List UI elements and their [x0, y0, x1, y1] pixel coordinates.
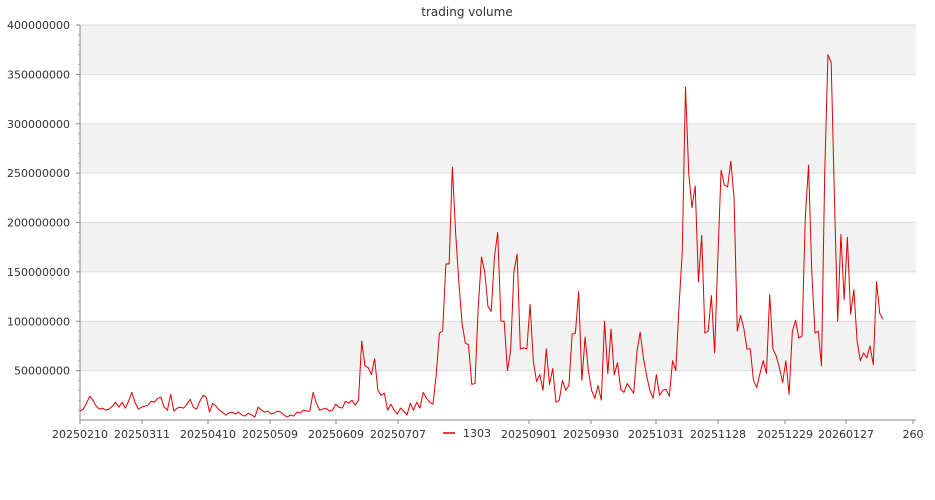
x-tick-label: 20250930 — [563, 428, 619, 441]
x-tick-label: 20250609 — [308, 428, 364, 441]
x-tick-label: 20251031 — [628, 428, 684, 441]
x-tick-label: 20251128 — [690, 428, 746, 441]
x-tick-label: 20250901 — [501, 428, 557, 441]
x-tick-label: 20250410 — [180, 428, 236, 441]
x-axis-ticks: 20250210 20250311 20250410 20250509 20250609… — [52, 420, 924, 441]
x-tick-label: 20250509 — [242, 428, 298, 441]
x-tick-label: 260 — [903, 428, 924, 441]
y-tick-label: 100000000 — [7, 315, 70, 328]
x-tick-label: 20250707 — [370, 428, 426, 441]
y-tick-label: 50000000 — [14, 365, 70, 378]
legend-label: 1303 — [463, 427, 491, 440]
x-tick-label: 20250311 — [114, 428, 170, 441]
series-line-1303 — [79, 54, 884, 418]
plot-band — [80, 321, 916, 371]
y-tick-label: 250000000 — [7, 167, 70, 180]
y-tick-label: 200000000 — [7, 217, 70, 230]
y-tick-label: 350000000 — [7, 68, 70, 81]
y-tick-label: 300000000 — [7, 118, 70, 131]
plot-band — [80, 25, 916, 75]
x-tick-label: 20250210 — [52, 428, 108, 441]
legend: 1303 — [443, 427, 491, 440]
y-tick-label: 150000000 — [7, 266, 70, 279]
grid-lines — [80, 24, 916, 372]
plot-bands — [80, 25, 916, 371]
series-layer — [79, 54, 884, 418]
chart-title: trading volume — [421, 5, 512, 19]
plot-band — [80, 123, 916, 174]
y-tick-label: 400000000 — [7, 19, 70, 32]
x-tick-label: 20251229 — [757, 428, 813, 441]
x-tick-label: 20260127 — [818, 428, 874, 441]
y-axis-ticks: 50000000 100000000 150000000 200000000 25000… — [7, 19, 80, 411]
